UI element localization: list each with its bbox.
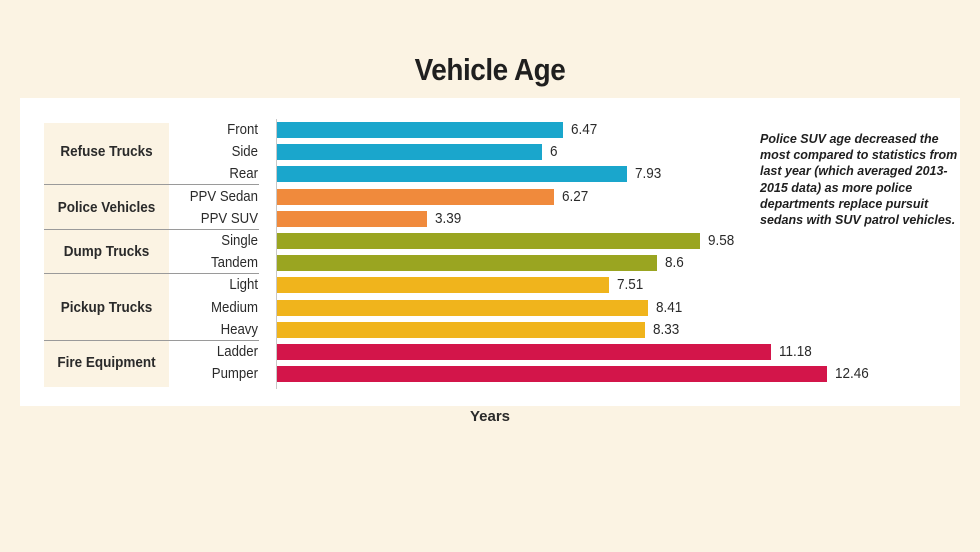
group-divider (44, 273, 259, 274)
value-label-front: 6.47 (570, 121, 597, 138)
category-label-rear: Rear (229, 165, 258, 183)
value-label-single: 9.58 (707, 232, 735, 249)
category-label-tandem: Tandem (211, 254, 258, 272)
value-label-ladder: 11.18 (778, 343, 812, 360)
group-label-column (44, 123, 169, 387)
group-divider (44, 184, 259, 185)
chart-title: Vehicle Age (414, 52, 566, 87)
y-axis-line (276, 119, 277, 389)
category-label-heavy: Heavy (220, 320, 258, 338)
category-label-ladder: Ladder (216, 343, 258, 360)
bar-light (277, 277, 609, 294)
bar-side (277, 144, 542, 161)
category-label-pumper: Pumper (211, 365, 258, 383)
value-label-side: 6 (549, 143, 558, 161)
bar-ppv-sedan (277, 188, 554, 205)
category-label-single: Single (221, 232, 258, 249)
category-label-front: Front (227, 121, 258, 138)
value-label-light: 7.51 (616, 276, 643, 294)
value-label-ppv-sedan: 6.27 (561, 187, 589, 205)
value-label-heavy: 8.33 (652, 320, 680, 338)
group-label-fire-equipment: Fire Equipment (57, 354, 156, 372)
bar-single (277, 233, 700, 249)
group-label-dump-trucks: Dump Trucks (63, 243, 150, 261)
group-divider (44, 229, 259, 230)
x-axis-label: Years (469, 408, 511, 425)
bar-ladder (277, 344, 771, 360)
bar-front (277, 122, 563, 138)
category-label-ppv-sedan: PPV Sedan (189, 187, 258, 205)
group-label-pickup-trucks: Pickup Trucks (60, 298, 153, 316)
annotation-note: Police SUV age decreased the most compar… (760, 132, 958, 228)
category-label-side: Side (231, 143, 258, 161)
bar-medium (277, 299, 649, 316)
category-label-ppv-suv: PPV SUV (200, 209, 258, 227)
category-label-light: Light (229, 276, 258, 294)
value-label-ppv-suv: 3.39 (434, 209, 461, 227)
value-label-rear: 7.93 (635, 165, 662, 183)
bar-ppv-suv (277, 210, 427, 227)
group-label-refuse-trucks: Refuse Trucks (60, 143, 153, 161)
value-label-medium: 8.41 (656, 298, 683, 316)
bar-heavy (277, 321, 645, 338)
category-label-medium: Medium (211, 298, 258, 316)
group-divider (44, 340, 259, 341)
bar-tandem (277, 255, 657, 272)
value-label-tandem: 8.6 (664, 254, 684, 272)
bar-rear (277, 166, 628, 183)
group-label-police-vehicles: Police Vehicles (57, 198, 156, 216)
value-label-pumper: 12.46 (835, 365, 869, 383)
bar-pumper (277, 366, 828, 383)
